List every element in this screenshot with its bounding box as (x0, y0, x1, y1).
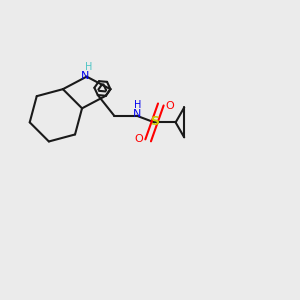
Text: S: S (150, 115, 159, 128)
Text: H: H (85, 62, 92, 72)
Text: N: N (81, 71, 89, 81)
Text: N: N (133, 110, 142, 119)
Text: O: O (166, 101, 174, 111)
Text: O: O (134, 134, 143, 144)
Text: H: H (134, 100, 141, 110)
